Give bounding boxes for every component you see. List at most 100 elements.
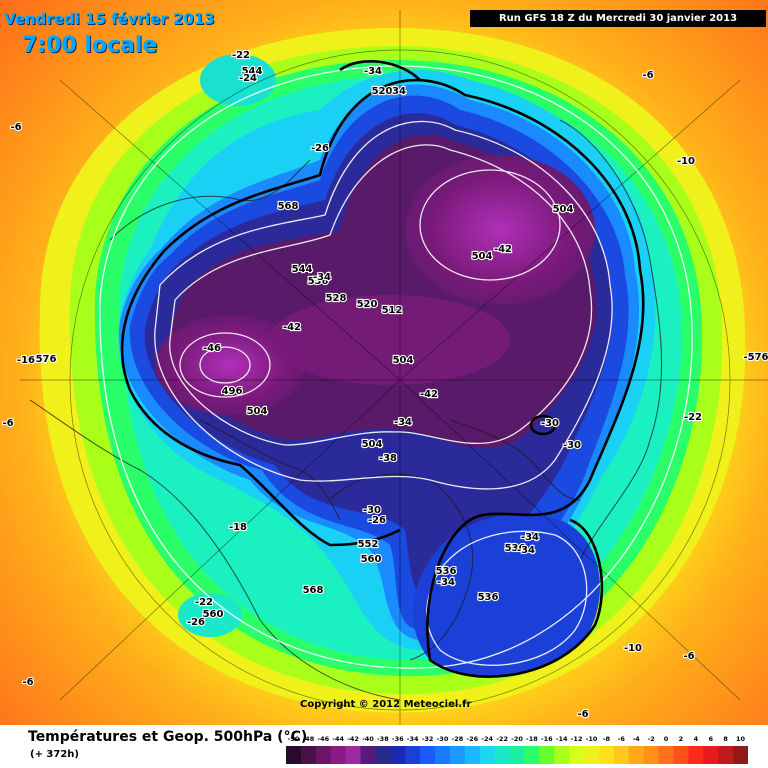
scale-tick-label: -40 xyxy=(362,735,374,743)
scale-tick-label: -48 xyxy=(302,735,314,743)
scale-tick-label: -46 xyxy=(317,735,329,743)
scale-tick-label: -22 xyxy=(496,735,508,743)
map-label: -6 xyxy=(683,651,694,662)
scale-swatch xyxy=(494,746,511,764)
map-title: Températures et Geop. 500hPa (°C) xyxy=(28,729,308,745)
scale-swatch xyxy=(405,746,421,764)
scale-tick-label: -26 xyxy=(466,735,478,743)
map-label: 576 xyxy=(36,354,57,365)
scale-swatch xyxy=(345,746,362,764)
scale-swatch xyxy=(449,746,466,764)
map-label: -10 xyxy=(677,156,695,167)
scale-tick-label: -36 xyxy=(392,735,404,743)
map-label: 560 xyxy=(203,609,224,620)
scale-swatch xyxy=(524,746,540,764)
map-label: 552 xyxy=(358,539,379,550)
map-label: -34 xyxy=(517,545,535,556)
scale-swatch xyxy=(420,746,436,764)
scale-swatch xyxy=(613,746,630,764)
map-label: -16 xyxy=(17,355,35,366)
scale-tick-label: -34 xyxy=(407,735,419,743)
map-label: -30 xyxy=(363,505,381,516)
map-label: 544 xyxy=(292,264,313,275)
scale-tick-label: -2 xyxy=(648,735,655,743)
scale-swatch xyxy=(569,746,585,764)
map-label: 536 xyxy=(308,276,329,287)
scale-swatch xyxy=(286,746,302,764)
scale-swatch xyxy=(435,746,451,764)
map-label: -34 xyxy=(313,272,331,283)
map-label: 544 xyxy=(242,66,263,77)
map-label: -6 xyxy=(22,677,33,688)
scale-tick-label: 2 xyxy=(679,735,684,743)
forecast-date: Vendredi 15 février 2013 xyxy=(4,10,215,28)
scale-tick-label: 10 xyxy=(736,735,746,743)
map-label: -18 xyxy=(229,522,247,533)
map-label: 536 xyxy=(478,592,499,603)
scale-tick-label: 8 xyxy=(723,735,728,743)
map-label: 504 xyxy=(247,406,268,417)
map-label: -38 xyxy=(379,453,397,464)
map-label: -42 xyxy=(494,244,512,255)
map-label: 536 xyxy=(505,543,526,554)
map-label: 520 xyxy=(357,299,378,310)
scale-tick-label: -42 xyxy=(347,735,359,743)
scale-swatch xyxy=(703,746,719,764)
scale-swatch xyxy=(479,746,496,764)
map-label: 528 xyxy=(326,293,347,304)
scale-swatch xyxy=(584,746,600,764)
scale-tick-label: -30 xyxy=(437,735,449,743)
map-label: -42 xyxy=(420,389,438,400)
map-label: -46 xyxy=(203,343,221,354)
scale-swatch xyxy=(509,746,525,764)
map-label: -24 xyxy=(239,73,257,84)
map-label: -34 xyxy=(437,577,455,588)
scale-swatch xyxy=(718,746,734,764)
scale-swatch xyxy=(673,746,689,764)
scale-swatch xyxy=(733,746,748,764)
scale-swatch xyxy=(628,746,645,764)
scale-swatch xyxy=(688,746,704,764)
map-label: -30 xyxy=(563,440,581,451)
map-label: -34 xyxy=(364,66,382,77)
map-label: 34 xyxy=(392,86,406,97)
map-label: 504 xyxy=(362,439,383,450)
scale-tick-label: -32 xyxy=(422,735,434,743)
scale-tick-label: -50 xyxy=(288,735,300,743)
map-label: -576 xyxy=(743,352,768,363)
map-label: -26 xyxy=(368,515,386,526)
scale-swatch xyxy=(330,746,347,764)
map-label: -42 xyxy=(283,322,301,333)
scale-tick-label: -6 xyxy=(618,735,626,743)
scale-tick-label: -12 xyxy=(571,735,583,743)
scale-swatch xyxy=(539,746,555,764)
scale-tick-label: -4 xyxy=(633,735,641,743)
scale-tick-label: -28 xyxy=(452,735,464,743)
map-label: 512 xyxy=(382,305,403,316)
map-label: 504 xyxy=(553,204,574,215)
map-label: 504 xyxy=(393,355,414,366)
scale-tick-label: -10 xyxy=(586,735,598,743)
map-label: 504 xyxy=(472,251,493,262)
map-label: -10 xyxy=(624,643,642,654)
map-label: -22 xyxy=(232,50,250,61)
map-label: -22 xyxy=(684,412,702,423)
copyright-notice: Copyright © 2012 Meteociel.fr xyxy=(300,699,472,710)
map-label: -34 xyxy=(521,532,539,543)
scale-swatch xyxy=(658,746,674,764)
map-label: 560 xyxy=(361,554,382,565)
map-label: -6 xyxy=(2,418,13,429)
scale-tick-label: -20 xyxy=(511,735,523,743)
scale-tick-label: 0 xyxy=(664,735,669,743)
map-label: -30 xyxy=(541,418,559,429)
map-label: -34 xyxy=(394,417,412,428)
map-label: 568 xyxy=(303,585,324,596)
scale-swatch xyxy=(375,746,391,764)
scale-swatch xyxy=(315,746,332,764)
map-label: 568 xyxy=(278,201,299,212)
map-label: -22 xyxy=(195,597,213,608)
lead-time: (+ 372h) xyxy=(30,749,79,760)
scale-swatch xyxy=(554,746,570,764)
